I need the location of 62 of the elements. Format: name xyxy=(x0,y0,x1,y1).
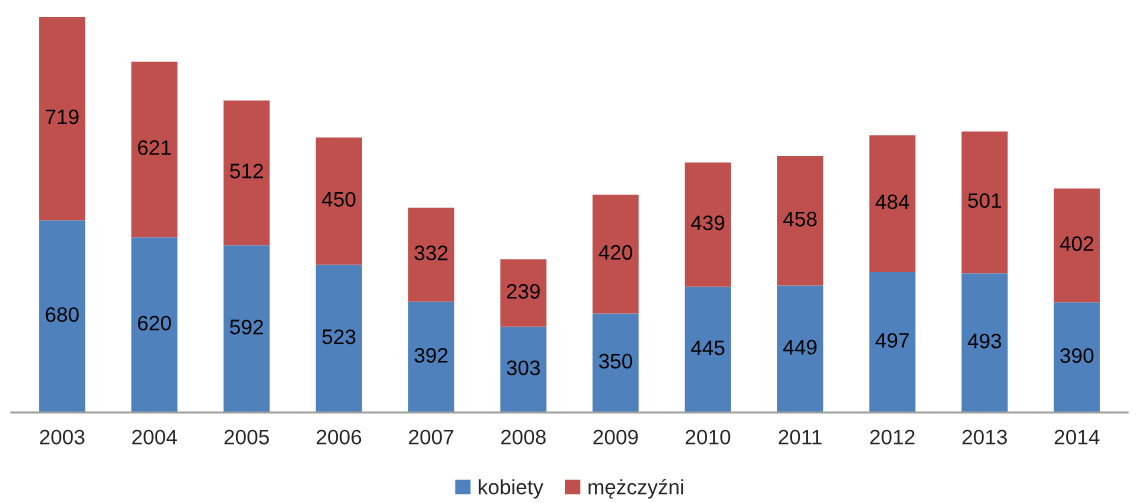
bar xyxy=(777,156,824,286)
bar xyxy=(1053,302,1100,413)
x-tick-label: 2008 xyxy=(501,429,546,445)
data-label: 420 xyxy=(598,245,633,260)
x-tick-label: 2011 xyxy=(778,429,822,445)
data-label: 392 xyxy=(414,347,448,363)
data-label: 439 xyxy=(690,215,725,231)
bar xyxy=(592,194,639,314)
x-tick-label: 2010 xyxy=(685,429,731,445)
bar xyxy=(408,301,455,413)
x-tick-label: 2014 xyxy=(1054,429,1100,445)
data-label: 303 xyxy=(506,360,540,376)
data-label: 458 xyxy=(783,211,817,227)
bar xyxy=(869,272,916,413)
legend-label: kobiety xyxy=(478,479,544,499)
data-label: 484 xyxy=(875,194,910,210)
bar xyxy=(777,285,824,413)
data-label: 680 xyxy=(45,307,79,322)
x-tick-label: 2013 xyxy=(962,429,1007,445)
bar xyxy=(961,131,1008,274)
bar xyxy=(961,273,1008,413)
data-label: 390 xyxy=(1060,348,1094,363)
bar xyxy=(869,135,916,272)
data-label: 449 xyxy=(783,339,817,355)
x-tick-label: 2003 xyxy=(40,429,85,445)
x-tick-label: 2004 xyxy=(132,429,177,445)
bar xyxy=(39,220,86,413)
bar xyxy=(223,100,270,246)
bar xyxy=(684,286,731,413)
data-label: 350 xyxy=(599,353,633,369)
bar xyxy=(315,137,362,265)
data-label: 620 xyxy=(138,315,171,331)
data-label: 501 xyxy=(968,193,1001,208)
bar xyxy=(39,17,86,221)
x-tick-label: 2007 xyxy=(409,429,454,445)
data-label: 493 xyxy=(967,333,1002,349)
data-label: 719 xyxy=(45,109,79,125)
data-label: 445 xyxy=(690,340,725,356)
x-tick-label: 2009 xyxy=(593,429,638,445)
x-tick-label: 2006 xyxy=(316,429,362,445)
x-tick-label: 2012 xyxy=(870,429,915,445)
legend-label: mężczyźni xyxy=(588,478,684,499)
bar xyxy=(315,264,362,413)
data-label: 512 xyxy=(230,163,263,179)
data-label: 450 xyxy=(321,191,356,207)
data-label: 592 xyxy=(230,319,263,335)
bar xyxy=(1053,188,1100,303)
data-label: 332 xyxy=(414,245,448,261)
data-label: 497 xyxy=(875,333,909,348)
bar xyxy=(500,326,547,413)
data-label: 402 xyxy=(1059,236,1094,252)
bar xyxy=(500,259,547,327)
bar xyxy=(131,61,178,238)
bar xyxy=(131,237,178,413)
x-tick-label: 2005 xyxy=(224,429,269,445)
data-label: 621 xyxy=(138,140,171,156)
data-label: 239 xyxy=(507,283,540,299)
bar xyxy=(684,162,731,287)
bar xyxy=(592,313,639,413)
data-label: 523 xyxy=(322,329,356,345)
bar xyxy=(223,245,270,413)
bar xyxy=(408,207,455,302)
